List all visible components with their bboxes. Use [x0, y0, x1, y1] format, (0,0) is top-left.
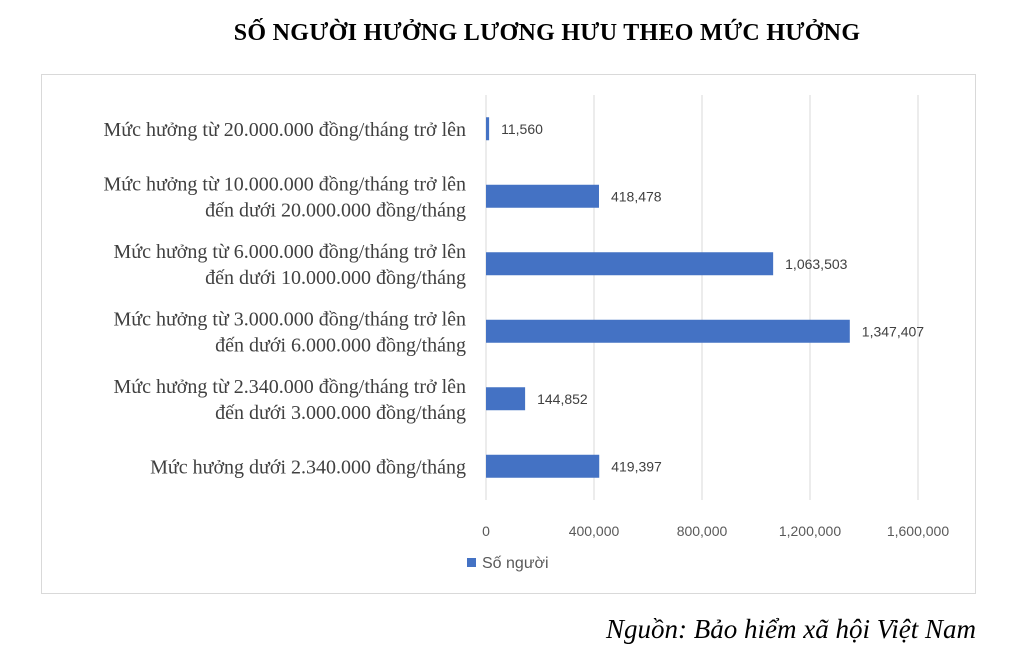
- x-tick-label: 800,000: [677, 523, 728, 539]
- category-label: Mức hưởng từ 6.000.000 đồng/tháng trở lê…: [113, 241, 466, 263]
- legend-label: Số người: [482, 555, 549, 572]
- category-label: Mức hưởng từ 20.000.000 đồng/tháng trở l…: [103, 119, 466, 141]
- x-tick-label: 400,000: [569, 523, 620, 539]
- data-label: 11,560: [501, 121, 543, 137]
- source-caption: Nguồn: Bảo hiểm xã hội Việt Nam: [606, 614, 976, 644]
- data-label: 1,347,407: [862, 323, 924, 339]
- bar: [486, 454, 600, 478]
- data-label: 1,063,503: [785, 256, 847, 272]
- data-label: 418,478: [611, 188, 662, 204]
- bar: [486, 252, 774, 276]
- category-label: Mức hưởng từ 3.000.000 đồng/tháng trở lê…: [113, 308, 466, 330]
- x-tick-label: 1,200,000: [779, 523, 841, 539]
- data-label: 144,852: [537, 391, 588, 407]
- category-label: đến dưới 6.000.000 đồng/tháng: [215, 334, 466, 356]
- x-tick-label: 0: [482, 523, 490, 539]
- category-label: Mức hưởng từ 10.000.000 đồng/tháng trở l…: [103, 173, 466, 195]
- category-label: Mức hưởng dưới 2.340.000 đồng/tháng: [150, 456, 466, 478]
- bar: [486, 184, 599, 208]
- category-label: Mức hưởng từ 2.340.000 đồng/tháng trở lê…: [113, 376, 466, 398]
- bar: [486, 117, 490, 141]
- chart-title: SỐ NGƯỜI HƯỞNG LƯƠNG HƯU THEO MỨC HƯỞNG: [233, 20, 861, 46]
- category-label: đến dưới 20.000.000 đồng/tháng: [205, 199, 466, 221]
- legend-swatch: [467, 558, 476, 567]
- x-tick-label: 1,600,000: [887, 523, 949, 539]
- data-label: 419,397: [611, 458, 662, 474]
- bar: [486, 319, 850, 343]
- bar: [486, 387, 526, 411]
- bar-chart: 0 400,000 800,000 1,200,000 1,600,000 Mức hưở…: [103, 95, 949, 572]
- chart-frame: 0 400,000 800,000 1,200,000 1,600,000 Mức hưở…: [41, 74, 976, 594]
- category-label: đến dưới 3.000.000 đồng/tháng: [215, 402, 466, 424]
- category-label: đến dưới 10.000.000 đồng/tháng: [205, 267, 466, 289]
